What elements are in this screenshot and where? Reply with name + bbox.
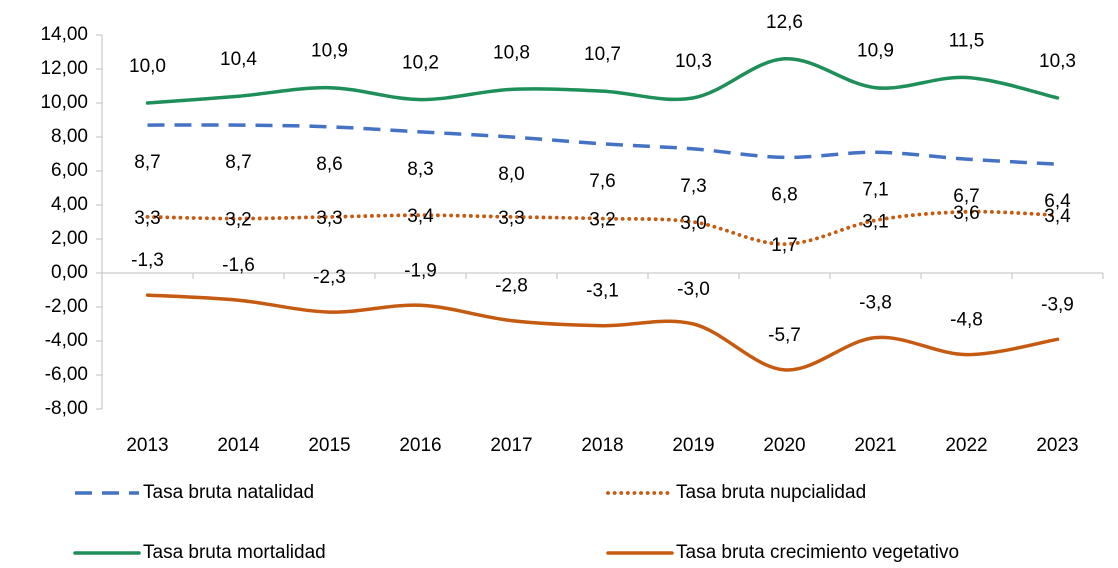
data-label: -5,7	[768, 325, 801, 346]
data-label: 11,5	[949, 31, 985, 52]
data-label: -3,8	[859, 293, 892, 314]
data-label: 1,7	[771, 235, 797, 256]
data-label: 10,2	[402, 53, 439, 74]
data-label: -3,9	[1041, 294, 1074, 315]
y-tick-label: -4,00	[45, 330, 88, 351]
data-label: 12,6	[766, 12, 803, 33]
legend-label: Tasa bruta crecimiento vegetativo	[676, 542, 959, 563]
x-tick-label: 2016	[399, 435, 441, 456]
y-tick-label: -8,00	[45, 398, 88, 419]
data-label: 10,9	[311, 41, 348, 62]
series-line	[147, 123, 1058, 166]
x-tick-label: 2023	[1036, 435, 1078, 456]
y-tick-label: -6,00	[45, 364, 88, 385]
y-tick-label: 8,00	[51, 126, 88, 147]
series-line	[145, 57, 1060, 105]
y-tick-label: 14,00	[40, 24, 88, 45]
data-label: 3,0	[680, 213, 706, 234]
data-label: 3,2	[589, 210, 615, 231]
x-tick-label: 2013	[126, 435, 168, 456]
x-tick-label: 2020	[763, 435, 805, 456]
x-tick-label: 2018	[581, 435, 623, 456]
y-tick-label: 0,00	[51, 262, 88, 283]
data-label: -2,8	[495, 276, 528, 297]
x-tick-label: 2019	[672, 435, 714, 456]
data-label: 10,8	[493, 42, 530, 63]
data-label: 10,9	[857, 41, 894, 62]
x-tick-label: 2022	[945, 435, 987, 456]
data-label: 10,3	[675, 51, 712, 72]
data-label: 8,7	[134, 152, 160, 173]
data-label: 7,1	[862, 179, 888, 200]
y-tick-label: 2,00	[51, 228, 88, 249]
data-label: 3,3	[134, 208, 160, 229]
y-tick-label: 10,00	[40, 92, 88, 113]
data-label: 10,7	[584, 44, 621, 65]
y-tick-label: 6,00	[51, 160, 88, 181]
data-label: 6,4	[1044, 191, 1071, 212]
data-label: 8,6	[316, 154, 342, 175]
data-label: -1,6	[222, 255, 255, 276]
legend-label: Tasa bruta nupcialidad	[676, 482, 866, 503]
data-label: 10,3	[1039, 51, 1076, 72]
data-label: 8,3	[407, 159, 433, 180]
y-tick-label: 12,00	[40, 58, 88, 79]
data-label: 3,4	[1044, 206, 1071, 227]
legend-label: Tasa bruta mortalidad	[143, 542, 326, 563]
data-label: 7,3	[680, 176, 706, 197]
data-label: 8,7	[225, 152, 251, 173]
legend-label: Tasa bruta natalidad	[143, 482, 314, 503]
y-tick-label: -2,00	[45, 296, 88, 317]
data-label: -3,1	[586, 281, 619, 302]
data-label: -1,3	[131, 250, 164, 271]
data-label: 10,0	[129, 56, 166, 77]
data-label: -1,9	[404, 260, 437, 281]
data-label: -2,3	[313, 267, 346, 288]
y-tick-label: 4,00	[51, 194, 88, 215]
data-label: 3,3	[316, 208, 342, 229]
data-label: -4,8	[950, 310, 983, 331]
data-label: 7,6	[589, 171, 615, 192]
data-label: 6,7	[953, 186, 979, 207]
data-label: 3,2	[225, 210, 251, 231]
data-label: 6,8	[771, 184, 797, 205]
data-label: 10,4	[220, 49, 257, 70]
series-line	[145, 209, 1060, 247]
x-tick-label: 2014	[217, 435, 260, 456]
x-tick-label: 2015	[308, 435, 350, 456]
data-label: 3,6	[953, 203, 979, 224]
series-line	[145, 293, 1060, 372]
data-label: 8,0	[498, 164, 524, 185]
x-tick-label: 2017	[490, 435, 532, 456]
data-label: 3,4	[407, 206, 434, 227]
data-label: -3,0	[677, 279, 710, 300]
data-label: 3,3	[498, 208, 524, 229]
x-tick-label: 2021	[854, 435, 896, 456]
data-label: 3,1	[862, 211, 888, 232]
